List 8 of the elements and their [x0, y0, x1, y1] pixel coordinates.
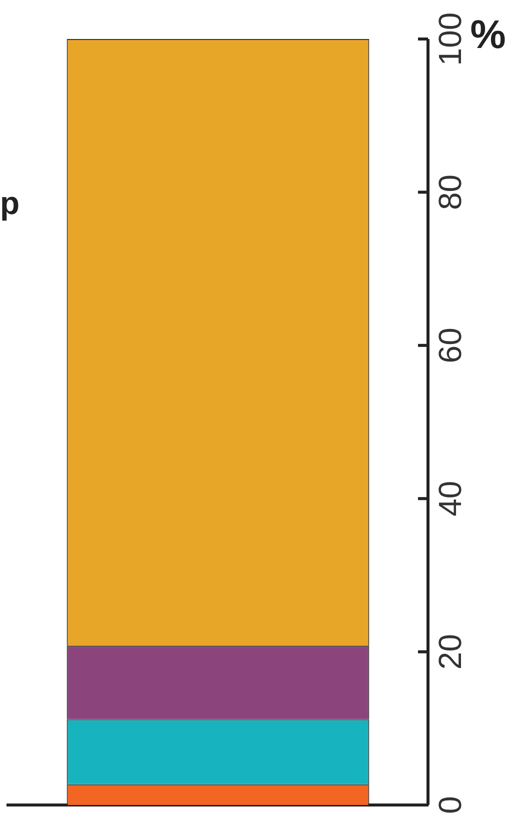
y-tick-label: 0	[432, 796, 468, 813]
y-axis-title: %	[470, 13, 506, 58]
y-tick-label: 100	[432, 12, 468, 66]
y-tick-label: 80	[432, 174, 468, 210]
y-tick-label: 40	[432, 480, 468, 516]
text: p	[0, 184, 20, 221]
y-tick-label: 20	[432, 634, 468, 670]
y-tick-label: 60	[432, 328, 468, 364]
